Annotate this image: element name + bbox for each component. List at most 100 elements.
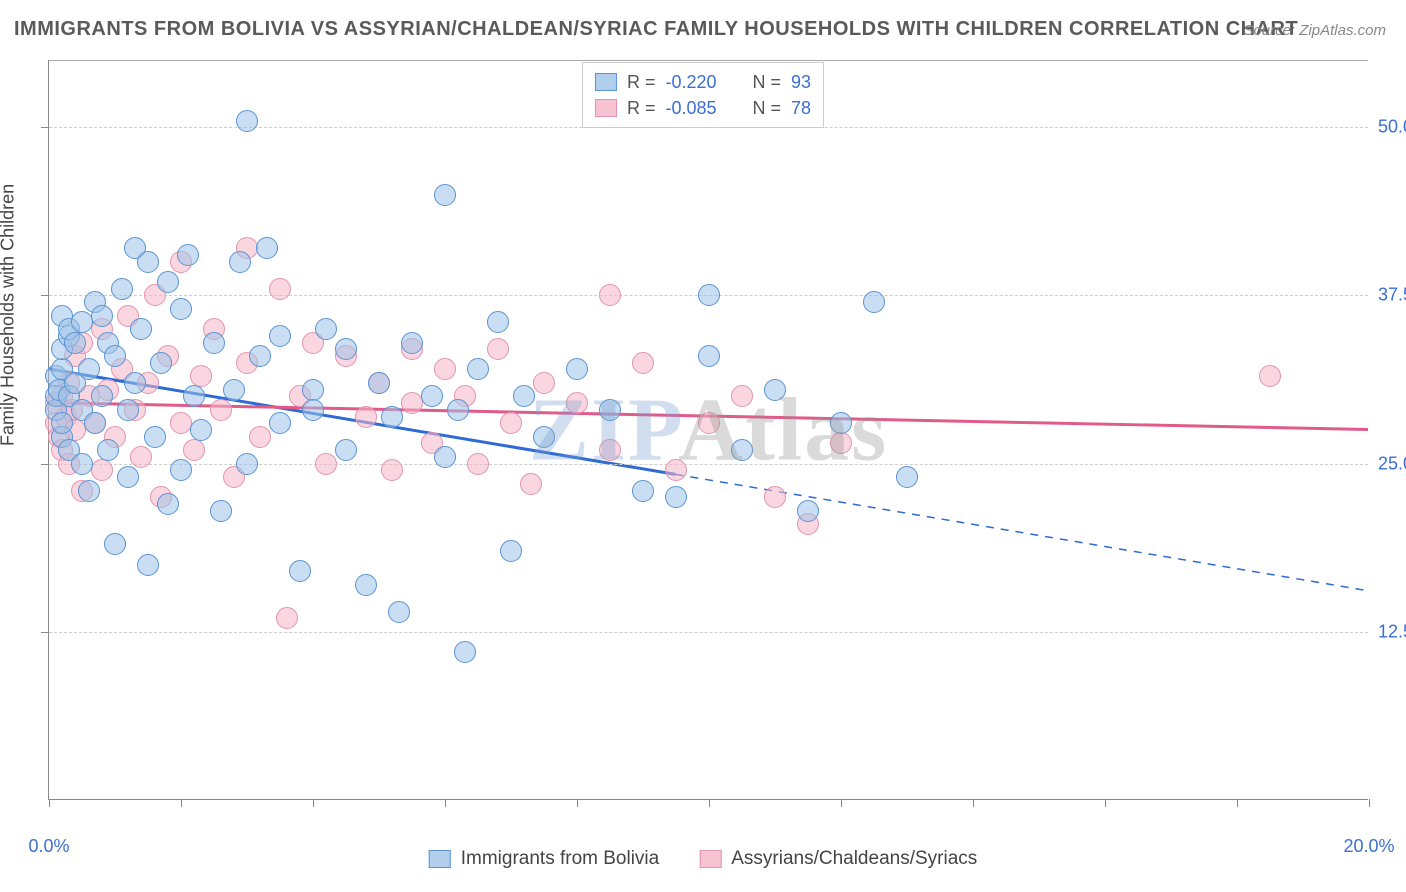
gridline-h (49, 632, 1368, 633)
scatter-point-blue (117, 399, 139, 421)
scatter-point-blue (467, 358, 489, 380)
scatter-point-blue (355, 574, 377, 596)
swatch-pink-icon (595, 99, 617, 117)
scatter-point-blue (302, 399, 324, 421)
y-tick-label: 12.5% (1372, 621, 1406, 642)
series-legend: Immigrants from Bolivia Assyrians/Chalde… (429, 848, 978, 870)
scatter-point-blue (111, 278, 133, 300)
scatter-point-blue (513, 385, 535, 407)
scatter-point-blue (124, 372, 146, 394)
scatter-point-pink (269, 278, 291, 300)
scatter-point-pink (315, 453, 337, 475)
legend-r-label: R = (627, 69, 656, 95)
scatter-point-blue (731, 439, 753, 461)
scatter-point-pink (1259, 365, 1281, 387)
y-tick-label: 37.5% (1372, 285, 1406, 306)
scatter-point-blue (256, 237, 278, 259)
scatter-point-blue (150, 352, 172, 374)
scatter-point-blue (91, 385, 113, 407)
legend-blue-name: Immigrants from Bolivia (461, 848, 660, 870)
scatter-point-pink (500, 412, 522, 434)
scatter-point-blue (71, 453, 93, 475)
chart-container: IMMIGRANTS FROM BOLIVIA VS ASSYRIAN/CHAL… (0, 0, 1406, 892)
scatter-point-blue (183, 385, 205, 407)
scatter-point-blue (104, 533, 126, 555)
scatter-point-pink (520, 473, 542, 495)
scatter-point-blue (249, 345, 271, 367)
scatter-point-blue (533, 426, 555, 448)
scatter-point-blue (863, 291, 885, 313)
scatter-point-blue (896, 466, 918, 488)
swatch-blue-icon (429, 850, 451, 868)
scatter-point-blue (632, 480, 654, 502)
scatter-point-blue (421, 385, 443, 407)
scatter-point-blue (830, 412, 852, 434)
scatter-point-pink (210, 399, 232, 421)
correlation-legend: R = -0.220 N = 93 R = -0.085 N = 78 (582, 62, 824, 128)
scatter-point-blue (764, 379, 786, 401)
scatter-point-blue (157, 493, 179, 515)
scatter-point-blue (434, 446, 456, 468)
scatter-point-blue (137, 554, 159, 576)
legend-item-blue: Immigrants from Bolivia (429, 848, 660, 870)
legend-n-label: N = (753, 69, 782, 95)
y-tick-label: 50.0% (1372, 117, 1406, 138)
x-tick-label: 0.0% (28, 836, 69, 857)
legend-pink-n-value: 78 (791, 95, 811, 121)
scatter-point-pink (355, 406, 377, 428)
legend-pink-name: Assyrians/Chaldeans/Syriacs (731, 848, 977, 870)
scatter-point-pink (533, 372, 555, 394)
scatter-point-pink (731, 385, 753, 407)
swatch-blue-icon (595, 73, 617, 91)
scatter-point-pink (830, 432, 852, 454)
plot-area: ZIPAtlas 12.5%25.0%37.5%50.0%0.0%20.0% (48, 60, 1368, 800)
scatter-point-pink (434, 358, 456, 380)
scatter-point-blue (170, 298, 192, 320)
scatter-point-blue (104, 345, 126, 367)
legend-blue-n-value: 93 (791, 69, 811, 95)
scatter-point-blue (203, 332, 225, 354)
scatter-point-pink (190, 365, 212, 387)
scatter-point-blue (335, 439, 357, 461)
scatter-point-blue (315, 318, 337, 340)
scatter-point-blue (447, 399, 469, 421)
scatter-point-pink (764, 486, 786, 508)
legend-n-label: N = (753, 95, 782, 121)
scatter-point-blue (157, 271, 179, 293)
scatter-point-blue (229, 251, 251, 273)
scatter-point-blue (236, 110, 258, 132)
scatter-point-pink (566, 392, 588, 414)
scatter-point-blue (388, 601, 410, 623)
swatch-pink-icon (699, 850, 721, 868)
scatter-point-blue (500, 540, 522, 562)
scatter-point-pink (170, 412, 192, 434)
scatter-point-pink (401, 392, 423, 414)
scatter-point-pink (665, 459, 687, 481)
scatter-point-blue (269, 325, 291, 347)
legend-r-label: R = (627, 95, 656, 121)
scatter-point-blue (289, 560, 311, 582)
scatter-point-blue (84, 412, 106, 434)
scatter-point-blue (302, 379, 324, 401)
legend-row-blue: R = -0.220 N = 93 (595, 69, 811, 95)
scatter-point-blue (71, 311, 93, 333)
y-tick-label: 25.0% (1372, 453, 1406, 474)
scatter-point-blue (236, 453, 258, 475)
scatter-point-blue (170, 459, 192, 481)
scatter-point-pink (276, 607, 298, 629)
scatter-point-blue (698, 345, 720, 367)
scatter-point-blue (210, 500, 232, 522)
scatter-point-blue (599, 399, 621, 421)
scatter-point-blue (91, 305, 113, 327)
scatter-point-blue (190, 419, 212, 441)
y-axis-label: Family Households with Children (0, 184, 19, 446)
scatter-point-pink (381, 459, 403, 481)
scatter-point-blue (223, 379, 245, 401)
scatter-point-blue (97, 439, 119, 461)
scatter-point-blue (137, 251, 159, 273)
scatter-point-blue (117, 466, 139, 488)
scatter-point-pink (249, 426, 271, 448)
legend-pink-r-value: -0.085 (665, 95, 716, 121)
scatter-point-blue (797, 500, 819, 522)
scatter-point-blue (381, 406, 403, 428)
